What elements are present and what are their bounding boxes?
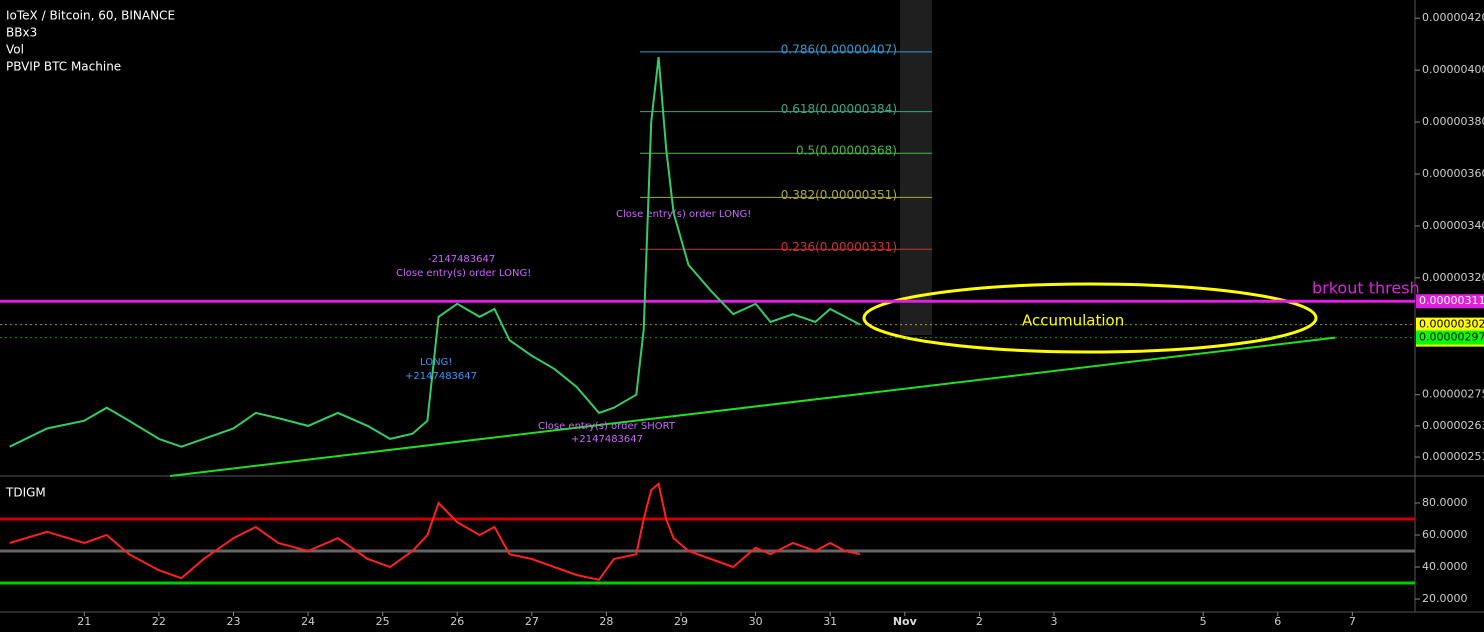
price-line (9, 56, 861, 448)
x-tick-label: 7 (1349, 615, 1356, 628)
price-badge (1416, 330, 1484, 345)
price-badge (1416, 294, 1484, 309)
y-tick-label: 0.00000420 (1422, 11, 1484, 24)
x-tick-label: 21 (77, 615, 91, 628)
symbol-title: IoTeX / Bitcoin, 60, BINANCE (6, 9, 175, 23)
y-tick-label: 0.00000340 (1422, 219, 1484, 232)
y-tick-label: 80.0000 (1422, 496, 1468, 509)
annotation: Close entry(s) order SHORT (538, 421, 676, 432)
y-tick-label: 0.00000380 (1422, 115, 1484, 128)
x-tick-label: 3 (1050, 615, 1057, 628)
price-badge-label: 0.00000302 (1419, 318, 1484, 331)
y-tick-label: 0.00000251 (1422, 450, 1484, 463)
x-tick-label: 23 (226, 615, 240, 628)
x-tick-label: 6 (1274, 615, 1281, 628)
x-tick-label: 22 (152, 615, 166, 628)
x-tick-label: 28 (599, 615, 613, 628)
x-tick-label: 26 (450, 615, 464, 628)
x-tick-label: 5 (1200, 615, 1207, 628)
annotation: LONG! (420, 357, 452, 368)
annotation: Accumulation (1022, 312, 1124, 330)
annotation: +2147483647 (405, 371, 477, 382)
price-badge-label: 0.00000311 (1419, 294, 1484, 307)
accumulation-ellipse (862, 282, 1318, 354)
x-tick-label: 27 (525, 615, 539, 628)
x-tick-label: 2 (976, 615, 983, 628)
fib-label: 0.5(0.00000368) (796, 144, 897, 158)
x-tick-label: 24 (301, 615, 315, 628)
price-line (9, 481, 861, 581)
trendline (169, 336, 1336, 477)
price-badge (1416, 317, 1484, 332)
fib-label: 0.382(0.00000351) (781, 188, 897, 202)
annotation: brkout thresh (1312, 279, 1420, 298)
x-tick-label: 29 (674, 615, 688, 628)
x-tick-label: 31 (823, 615, 837, 628)
indicator: TDIGM (5, 486, 46, 500)
fib-label: 0.786(0.00000407) (781, 42, 897, 56)
fib-range-box (900, 0, 932, 335)
y-tick-label: 20.0000 (1422, 592, 1468, 605)
y-tick-label: 0.00000320 (1422, 271, 1484, 284)
annotation: Close entry(s) order LONG! (616, 209, 751, 220)
fib-label: 0.236(0.00000331) (781, 240, 897, 254)
indicator: Vol (6, 43, 24, 57)
y-tick-label: 60.0000 (1422, 528, 1468, 541)
y-tick-label: 0.00000360 (1422, 167, 1484, 180)
price-badge-label: 0.00000297 (1419, 331, 1484, 344)
y-tick-label: 0.00000400 (1422, 63, 1484, 76)
x-tick-label: 30 (749, 615, 763, 628)
y-tick-label: 0.00000263 (1422, 419, 1484, 432)
indicator: BBx3 (6, 26, 37, 40)
fib-label: 0.618(0.00000384) (781, 102, 897, 116)
annotation: +2147483647 (571, 434, 643, 445)
annotation: -2147483647 (428, 254, 495, 265)
indicator: PBVIP BTC Machine (6, 60, 121, 74)
y-tick-label: 40.0000 (1422, 560, 1468, 573)
x-tick-label: Nov (893, 615, 918, 628)
x-tick-label: 25 (376, 615, 390, 628)
y-tick-label: 0.00000275 (1422, 388, 1484, 401)
annotation: Close entry(s) order LONG! (396, 268, 531, 279)
